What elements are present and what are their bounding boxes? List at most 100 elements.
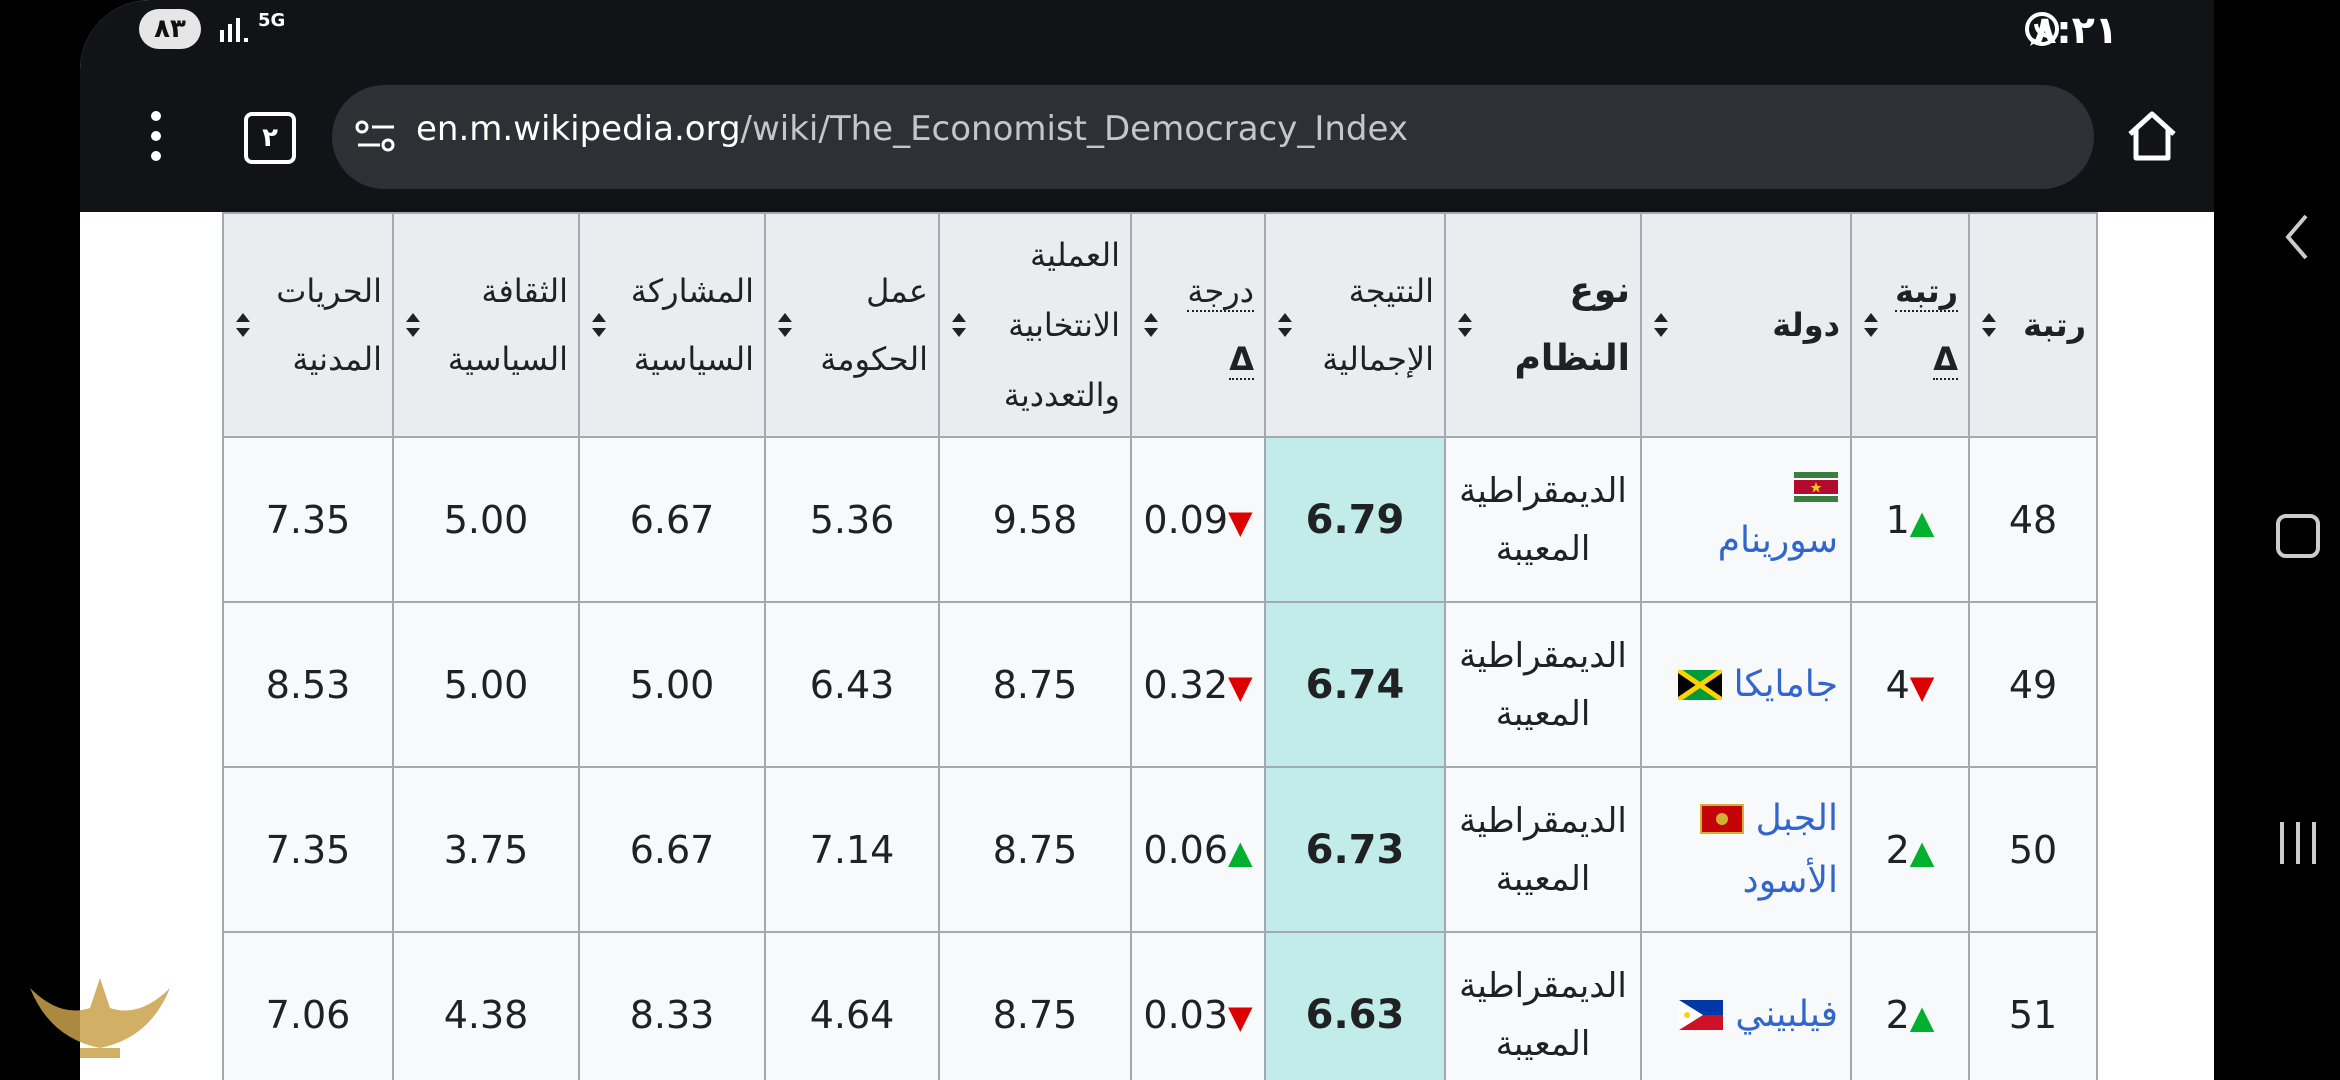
sort-icon — [1864, 313, 1878, 337]
cell-score-change: ▲0.06 — [1130, 766, 1266, 933]
cell-liberties: 7.35 — [222, 766, 394, 933]
sort-icon — [1144, 313, 1158, 337]
cell-rank: 49 — [1968, 601, 2098, 768]
cell-liberties: 7.35 — [222, 436, 394, 603]
country-link-line2[interactable]: الأسود — [1742, 859, 1838, 901]
cell-rank-change: ▲2 — [1850, 931, 1970, 1080]
cell-overall-score: 6.63 — [1264, 931, 1446, 1080]
cell-regime: الديمقراطية المعيبة — [1444, 931, 1642, 1080]
header-rank[interactable]: رتبة — [1968, 212, 2098, 438]
home-icon[interactable] — [2124, 108, 2180, 164]
tabs-icon[interactable]: ٢ — [244, 112, 296, 164]
sort-icon — [1654, 313, 1668, 337]
cell-score-change: ▼0.03 — [1130, 931, 1266, 1080]
phone-screen: ٨٣ 5G ٨:٢١ ٢ — [80, 0, 2214, 1080]
header-political-participation[interactable]: المشاركة السياسية — [578, 212, 766, 438]
cell-participation: 8.33 — [578, 931, 766, 1080]
cell-culture: 4.38 — [392, 931, 580, 1080]
cell-regime: الديمقراطية المعيبة — [1444, 601, 1642, 768]
header-rank-change[interactable]: رتبة Δ — [1850, 212, 1970, 438]
nav-home-icon[interactable] — [2276, 514, 2320, 558]
cell-rank: 48 — [1968, 436, 2098, 603]
flag-montenegro-icon — [1699, 804, 1744, 834]
header-civil-liberties[interactable]: الحريات المدنية — [222, 212, 394, 438]
cell-regime: الديمقراطية المعيبة — [1444, 436, 1642, 603]
header-country[interactable]: دولة — [1640, 212, 1852, 438]
cell-overall-score: 6.79 — [1264, 436, 1446, 603]
cell-country: سورينام — [1640, 436, 1852, 603]
flag-philippines-icon — [1679, 1000, 1724, 1030]
cell-score-change: ▼0.09 — [1130, 436, 1266, 603]
back-icon[interactable] — [2280, 212, 2314, 262]
table-header-row: رتبة رتبة Δ دولة نوع النظام النتيجة الإجمال… — [222, 212, 2098, 438]
country-link[interactable]: جامايكا — [1733, 663, 1838, 705]
cell-participation: 5.00 — [578, 601, 766, 768]
table-row: 48 ▲1 سورينام الديمقراطية المعيبة 6.79 ▼0… — [222, 436, 2098, 603]
cell-rank: 50 — [1968, 766, 2098, 933]
cell-culture: 3.75 — [392, 766, 580, 933]
cell-culture: 5.00 — [392, 436, 580, 603]
header-political-culture[interactable]: الثقافة السياسية — [392, 212, 580, 438]
whatsapp-icon — [2025, 12, 2059, 46]
forum-logo-watermark — [30, 978, 170, 1058]
cell-culture: 5.00 — [392, 601, 580, 768]
cell-rank: 51 — [1968, 931, 2098, 1080]
cell-regime: الديمقراطية المعيبة — [1444, 766, 1642, 933]
header-overall-score[interactable]: النتيجة الإجمالية — [1264, 212, 1446, 438]
site-settings-icon[interactable] — [354, 115, 398, 159]
cell-participation: 6.67 — [578, 766, 766, 933]
cell-rank-change: ▲1 — [1850, 436, 1970, 603]
sort-icon — [592, 313, 606, 337]
cell-country: فيلبيني — [1640, 931, 1852, 1080]
flag-jamaica-icon — [1677, 670, 1722, 700]
sort-icon — [1278, 313, 1292, 337]
header-regime[interactable]: نوع النظام — [1444, 212, 1642, 438]
country-link[interactable]: سورينام — [1717, 519, 1838, 561]
header-functioning-government[interactable]: عمل الحكومة — [764, 212, 940, 438]
recents-icon[interactable] — [2278, 820, 2318, 866]
cell-overall-score: 6.73 — [1264, 766, 1446, 933]
cell-government: 6.43 — [764, 601, 940, 768]
sort-icon — [1982, 313, 1996, 337]
header-electoral-process[interactable]: العملية الانتخابية والتعددية — [938, 212, 1132, 438]
cell-electoral: 8.75 — [938, 931, 1132, 1080]
sort-icon — [1458, 313, 1472, 337]
cell-score-change: ▼0.32 — [1130, 601, 1266, 768]
cell-liberties: 8.53 — [222, 601, 394, 768]
democracy-index-table: رتبة رتبة Δ دولة نوع النظام النتيجة الإجمال… — [222, 212, 2098, 1080]
table-row: 49 ▼4 جامايكا الديمقراطية المعيبة 6.74 ▼0… — [222, 601, 2098, 768]
cell-government: 7.14 — [764, 766, 940, 933]
cell-electoral: 8.75 — [938, 601, 1132, 768]
address-bar[interactable]: en.m.wikipedia.org/wiki/The_Economist_De… — [332, 85, 2094, 189]
url-domain: en.m.wikipedia.org — [416, 109, 741, 149]
table-row: 50 ▲2 الجبل الأسود الديمقراطية المعيبة 6.… — [222, 766, 2098, 933]
browser-top-bar: ٨٣ 5G ٨:٢١ ٢ — [80, 0, 2214, 212]
signal-icon — [220, 18, 248, 42]
menu-dots-icon[interactable] — [134, 106, 178, 166]
header-score-change[interactable]: درجة Δ — [1130, 212, 1266, 438]
cell-participation: 6.67 — [578, 436, 766, 603]
sort-icon — [952, 313, 966, 337]
cell-electoral: 9.58 — [938, 436, 1132, 603]
cell-rank-change: ▲2 — [1850, 766, 1970, 933]
battery-indicator: ٨٣ — [139, 9, 201, 49]
sort-icon — [236, 313, 250, 337]
country-link[interactable]: فيلبيني — [1735, 993, 1838, 1035]
sort-icon — [406, 313, 420, 337]
url-text[interactable]: en.m.wikipedia.org/wiki/The_Economist_De… — [416, 109, 1408, 149]
cell-government: 5.36 — [764, 436, 940, 603]
sort-icon — [778, 313, 792, 337]
network-type: 5G — [258, 10, 286, 31]
country-link[interactable]: الجبل — [1755, 797, 1838, 839]
cell-government: 4.64 — [764, 931, 940, 1080]
table-row: 51 ▲2 فيلبيني الديمقراطية المعيبة 6.63 ▼0… — [222, 931, 2098, 1080]
cell-liberties: 7.06 — [222, 931, 394, 1080]
cell-country: الجبل الأسود — [1640, 766, 1852, 933]
cell-overall-score: 6.74 — [1264, 601, 1446, 768]
cell-rank-change: ▼4 — [1850, 601, 1970, 768]
cell-country: جامايكا — [1640, 601, 1852, 768]
url-path: /wiki/The_Economist_Democracy_Index — [740, 109, 1408, 149]
flag-suriname-icon — [1794, 471, 1838, 502]
cell-electoral: 8.75 — [938, 766, 1132, 933]
